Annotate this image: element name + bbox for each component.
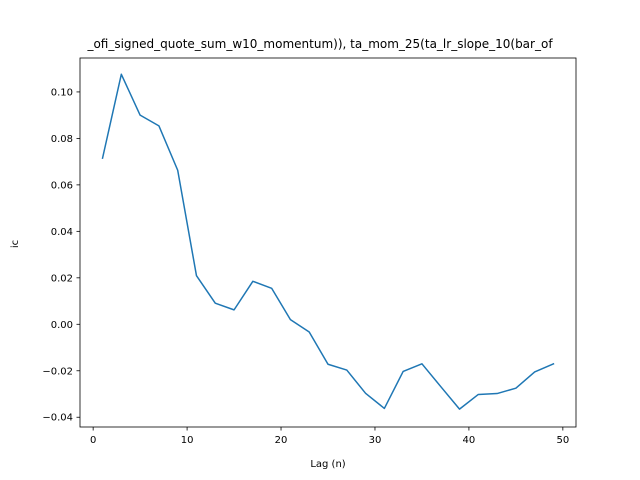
y-axis-label: ic — [10, 240, 21, 248]
plot-area: 0 10 20 30 40 50 −0.04 −0.02 0.00 0.02 0.04 0.06 0.0… — [42, 57, 577, 446]
y-tick-label: 0.08 — [51, 134, 73, 145]
y-tick-label: −0.04 — [42, 413, 73, 424]
x-tick-label: 30 — [369, 435, 382, 446]
y-tick-label: 0.10 — [51, 87, 73, 98]
y-tick-label: −0.02 — [42, 366, 73, 377]
chart-title: _ofi_signed_quote_sum_w10_momentum)), ta… — [86, 37, 553, 51]
x-axis-label: Lag (n) — [310, 459, 345, 470]
y-tick-label: 0.06 — [51, 180, 73, 191]
y-tick-label: 0.02 — [51, 273, 73, 284]
x-tick-label: 50 — [556, 435, 569, 446]
x-tick-label: 40 — [463, 435, 476, 446]
x-tick-label: 0 — [90, 435, 96, 446]
y-tick-label: 0.00 — [51, 320, 73, 331]
series-line-0 — [101, 73, 555, 410]
x-tick-label: 20 — [275, 435, 288, 446]
y-tick-label: 0.04 — [51, 227, 73, 238]
axes-frame — [79, 57, 577, 428]
x-tick-label: 10 — [181, 435, 194, 446]
